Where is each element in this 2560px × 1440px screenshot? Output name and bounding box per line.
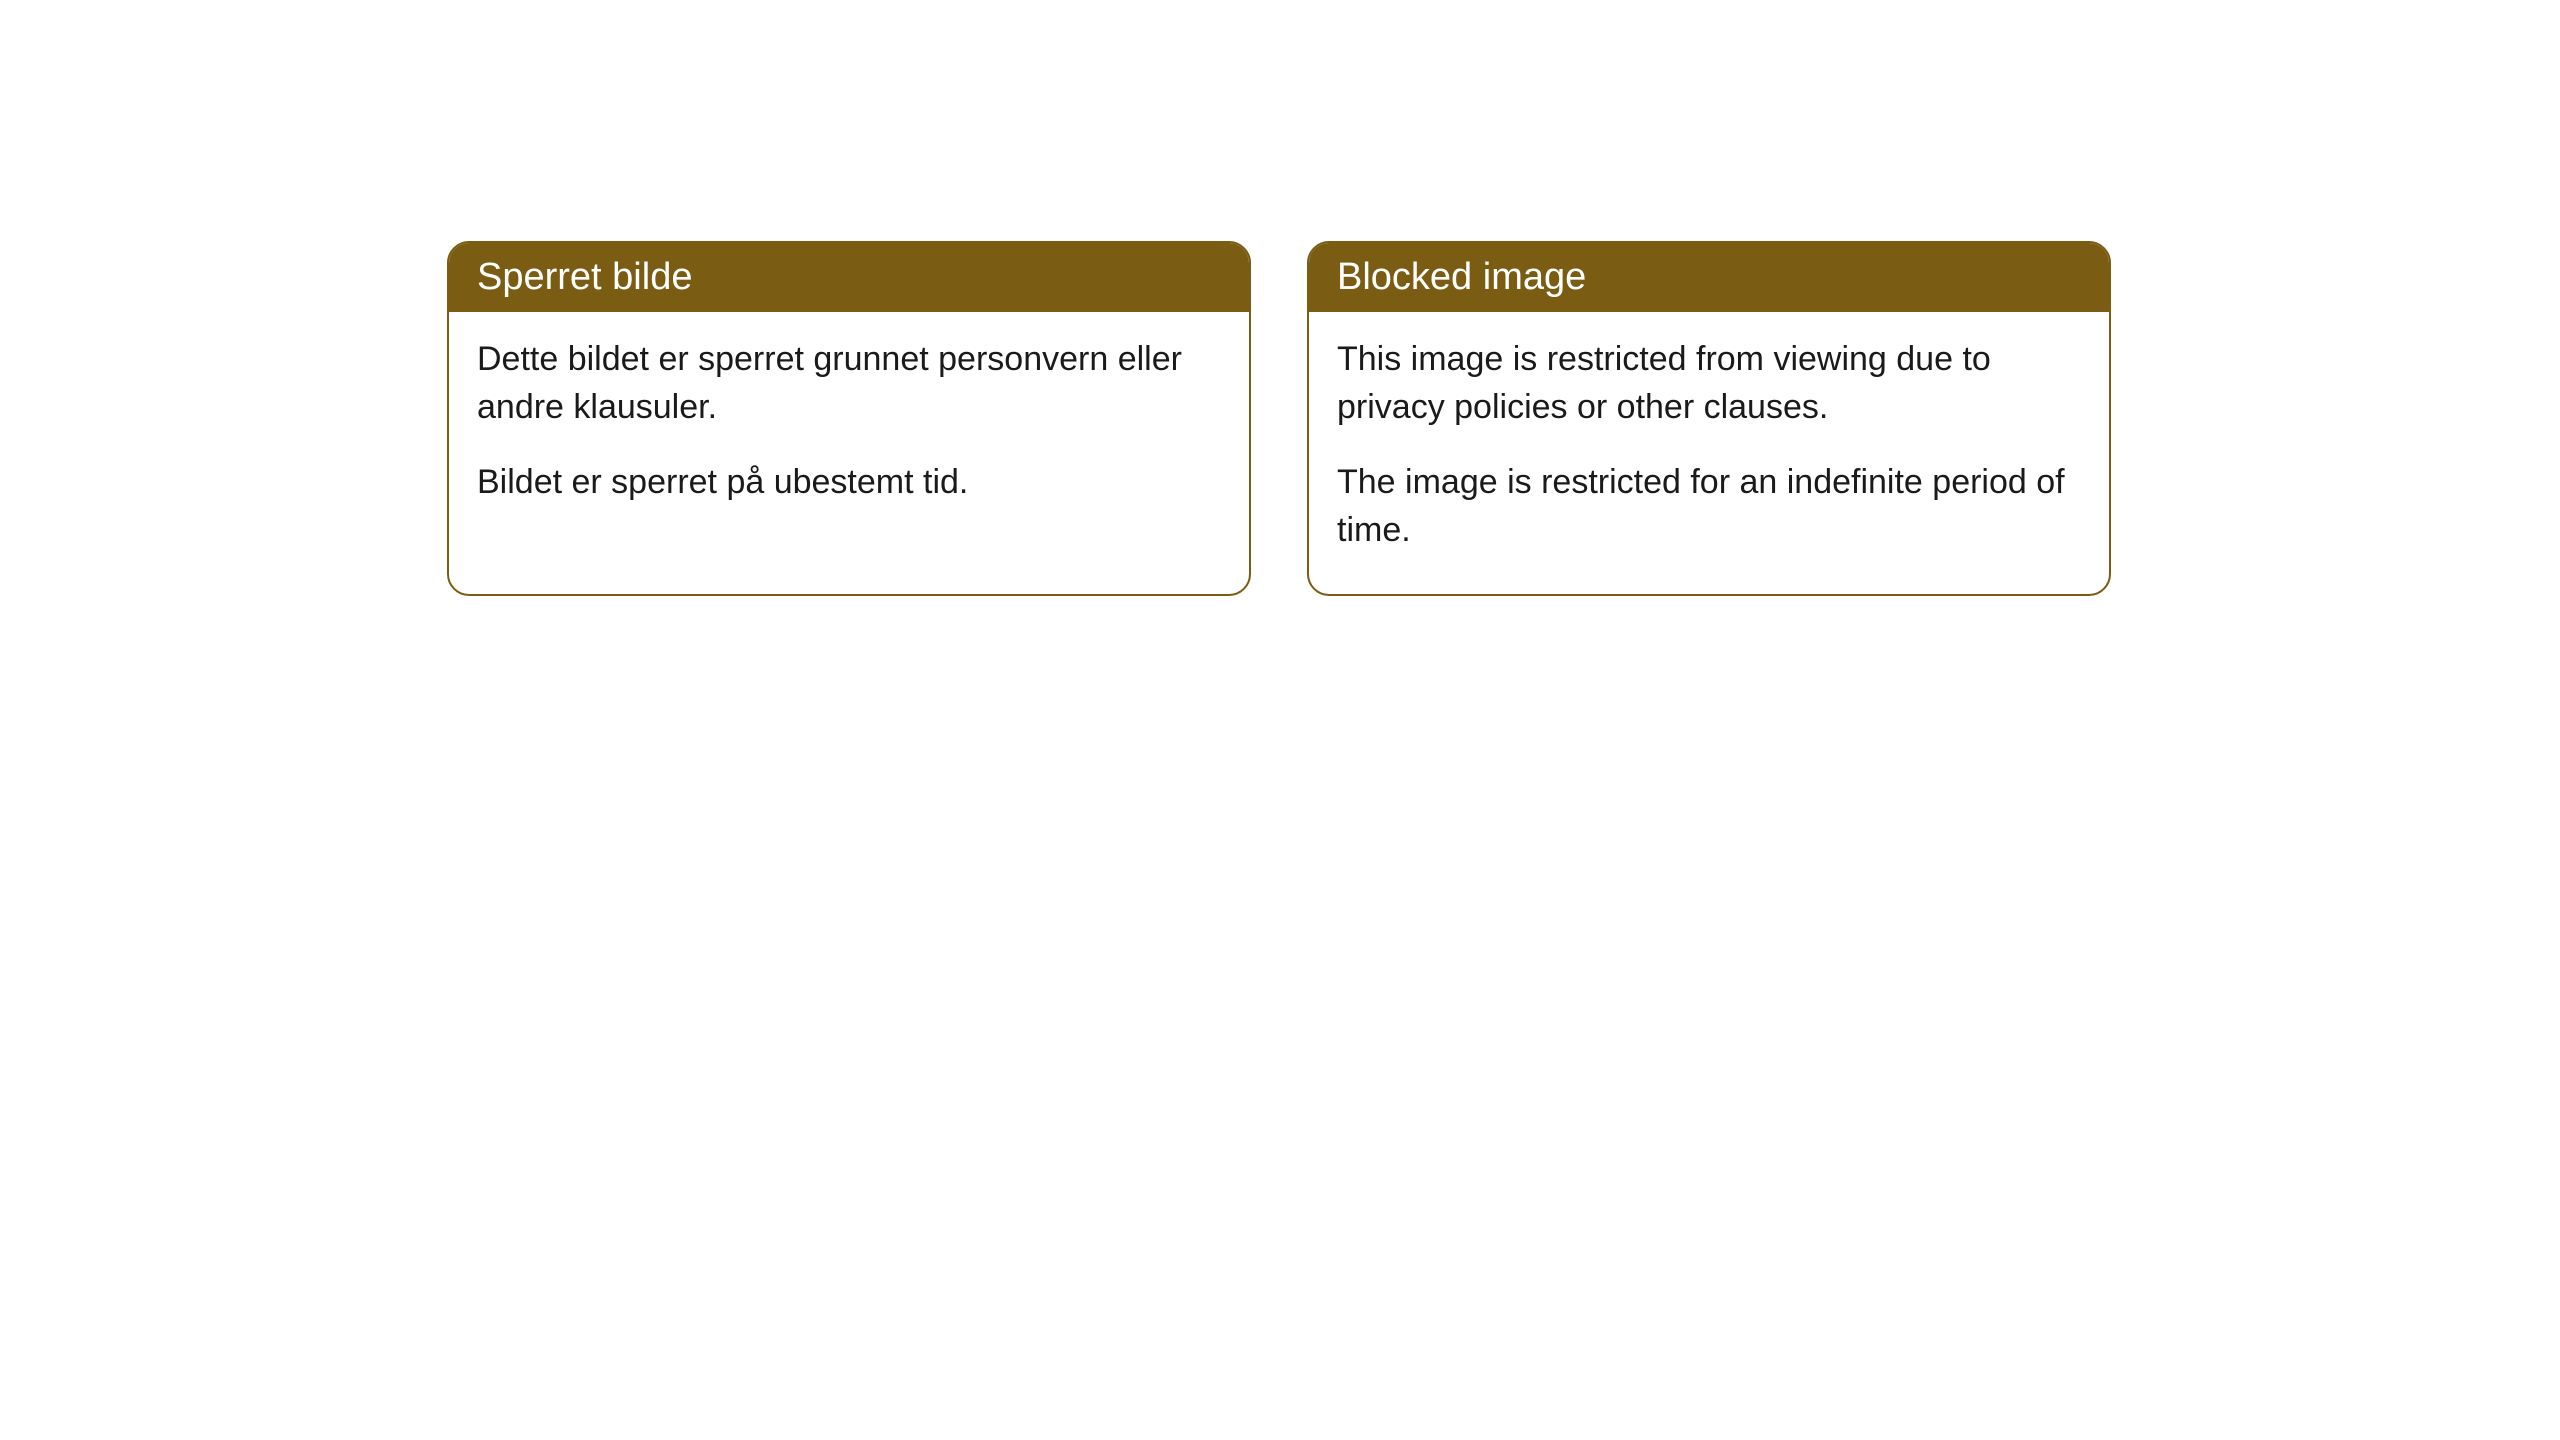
card-title: Sperret bilde (477, 256, 692, 298)
card-paragraph: This image is restricted from viewing du… (1337, 336, 2081, 431)
blocked-image-card-norwegian: Sperret bilde Dette bildet er sperret gr… (447, 241, 1251, 596)
card-body: This image is restricted from viewing du… (1309, 312, 2109, 594)
card-title: Blocked image (1337, 256, 1586, 298)
card-body: Dette bildet er sperret grunnet personve… (449, 312, 1249, 547)
card-header: Sperret bilde (449, 243, 1249, 312)
card-header: Blocked image (1309, 243, 2109, 312)
notice-container: Sperret bilde Dette bildet er sperret gr… (0, 0, 2560, 596)
card-paragraph: Bildet er sperret på ubestemt tid. (477, 459, 1221, 507)
card-paragraph: The image is restricted for an indefinit… (1337, 459, 2081, 554)
card-paragraph: Dette bildet er sperret grunnet personve… (477, 336, 1221, 431)
blocked-image-card-english: Blocked image This image is restricted f… (1307, 241, 2111, 596)
